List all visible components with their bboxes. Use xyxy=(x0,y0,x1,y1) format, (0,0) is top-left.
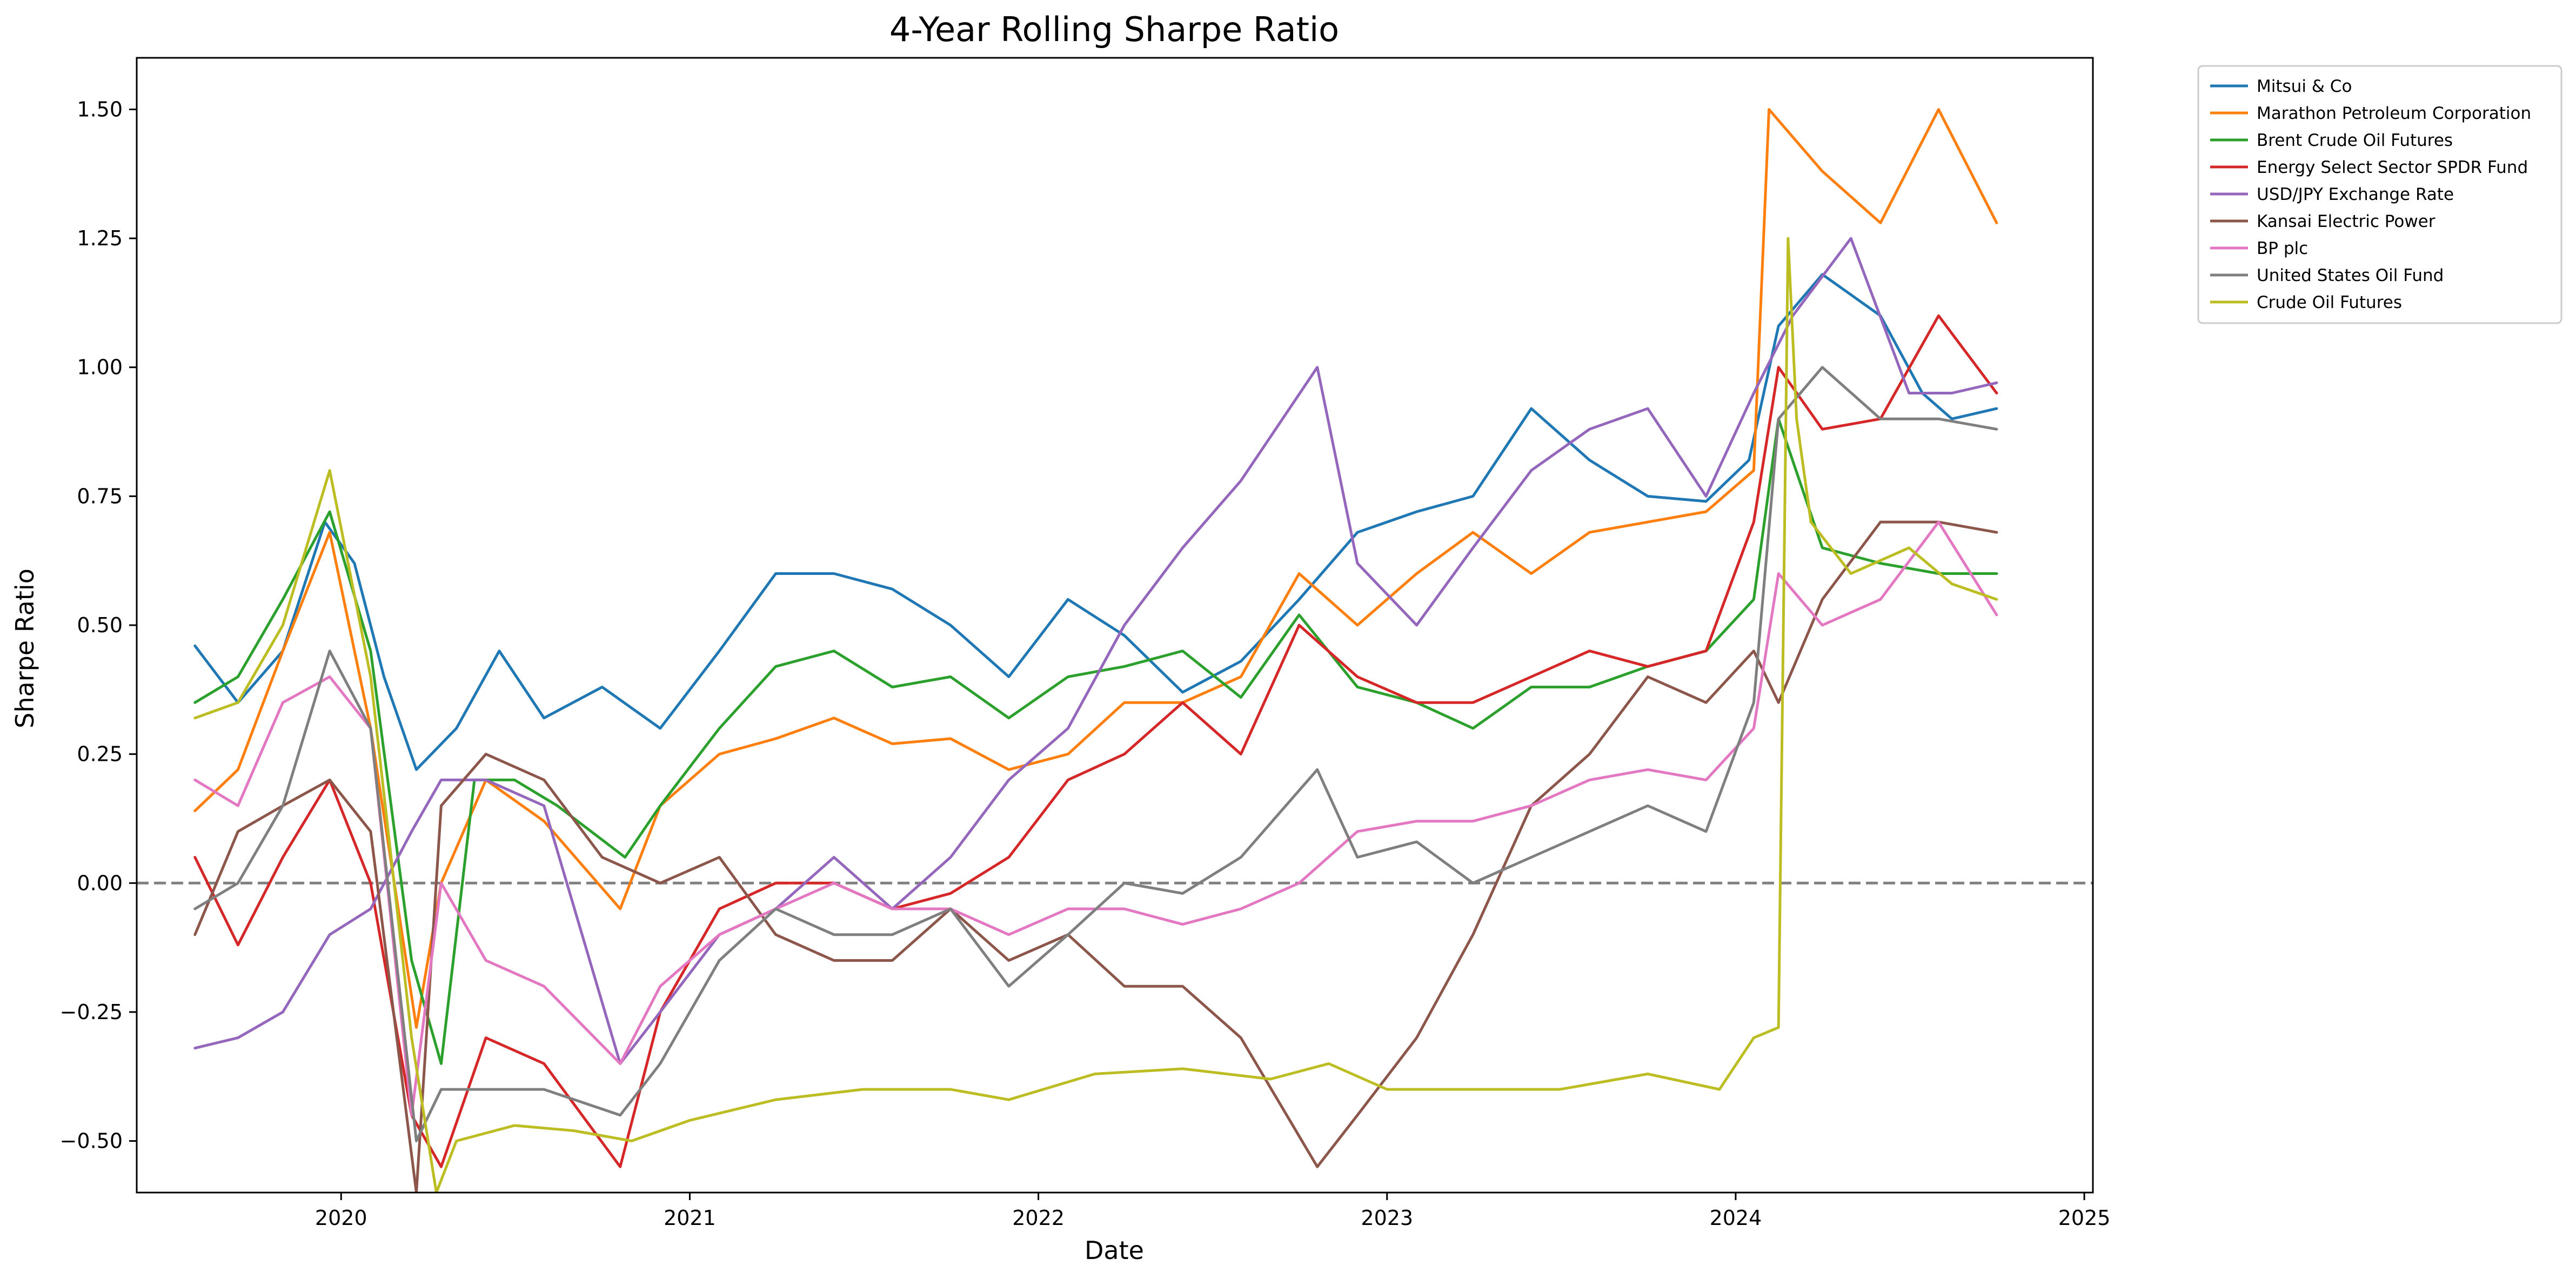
y-tick-label-1: 1.25 xyxy=(77,226,123,250)
legend-label-6: BP plc xyxy=(2257,239,2308,258)
y-tick-label-3: 0.75 xyxy=(77,484,123,508)
x-tick-label-0: 2020 xyxy=(315,1206,367,1230)
series-line-3 xyxy=(193,314,1998,1168)
legend-label-8: Crude Oil Futures xyxy=(2257,293,2402,312)
legend-label-7: United States Oil Fund xyxy=(2257,266,2444,285)
legend: Mitsui & Co Marathon Petroleum Corporatio… xyxy=(2197,65,2562,324)
legend-label-4: USD/JPY Exchange Rate xyxy=(2257,185,2454,204)
series-line-7 xyxy=(193,366,1998,1142)
y-tick-label-6: 0.00 xyxy=(77,871,123,895)
x-tick-label-1: 2021 xyxy=(664,1206,716,1230)
y-tick-label-8: −0.50 xyxy=(60,1129,123,1153)
legend-label-5: Kansai Electric Power xyxy=(2257,212,2436,231)
plot-area: 2020 2021 2022 2023 2024 2025 1.50 1.25 1.00 0.75… xyxy=(60,57,2111,1230)
x-tick-label-5: 2025 xyxy=(2058,1206,2111,1230)
legend-label-1: Marathon Petroleum Corporation xyxy=(2257,104,2531,123)
y-tick-label-4: 0.50 xyxy=(77,613,123,637)
legend-label-2: Brent Crude Oil Futures xyxy=(2257,131,2453,150)
series-line-0 xyxy=(193,273,1998,771)
series-group xyxy=(193,108,1998,1193)
legend-box xyxy=(2197,65,2562,324)
y-tick-label-5: 0.25 xyxy=(77,742,123,766)
x-tick-label-2: 2022 xyxy=(1012,1206,1065,1230)
y-tick-label-0: 1.50 xyxy=(77,97,123,121)
series-line-4 xyxy=(193,237,1998,1065)
y-axis-label: Sharpe Ratio xyxy=(10,568,39,728)
legend-label-3: Energy Select Sector SPDR Fund xyxy=(2257,158,2528,177)
x-tick-label-3: 2023 xyxy=(1361,1206,1413,1230)
series-line-8 xyxy=(193,237,1998,1193)
x-tick-label-4: 2024 xyxy=(1710,1206,1762,1230)
series-line-2 xyxy=(193,417,1998,1065)
chart-title: 4-Year Rolling Sharpe Ratio xyxy=(889,10,1339,49)
legend-label-0: Mitsui & Co xyxy=(2257,77,2352,96)
series-line-6 xyxy=(193,520,1998,1117)
y-tick-label-7: −0.25 xyxy=(60,1000,123,1024)
x-axis-label: Date xyxy=(1085,1236,1144,1265)
y-tick-label-2: 1.00 xyxy=(77,356,123,379)
